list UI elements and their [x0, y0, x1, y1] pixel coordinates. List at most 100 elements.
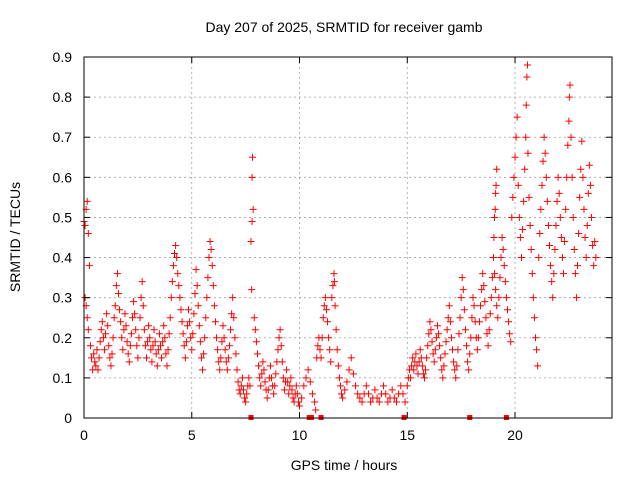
data-point [155, 330, 163, 338]
data-point [215, 358, 223, 366]
data-point [225, 342, 233, 350]
data-point [289, 394, 297, 402]
data-point [464, 358, 472, 366]
data-point [403, 382, 411, 390]
data-point [486, 310, 494, 318]
data-point [257, 382, 265, 390]
data-point [174, 270, 182, 278]
data-point [332, 326, 340, 334]
data-point [110, 314, 118, 322]
data-point [283, 366, 291, 374]
data-point [300, 382, 308, 390]
data-point [316, 346, 324, 354]
data-point [546, 242, 554, 250]
data-point [185, 306, 193, 314]
y-tick-label: 0.3 [53, 290, 73, 306]
data-point [424, 342, 432, 350]
data-point [256, 374, 264, 382]
data-point [480, 282, 488, 290]
data-point [296, 402, 304, 410]
y-tick-label: 0.2 [53, 330, 73, 346]
data-point [540, 133, 548, 141]
data-point [373, 394, 381, 402]
data-point [539, 157, 547, 165]
data-point [575, 229, 583, 237]
data-point [570, 246, 578, 254]
data-point [249, 153, 257, 161]
data-point [92, 362, 100, 370]
data-point [167, 294, 175, 302]
data-point [367, 398, 375, 406]
data-point [138, 278, 146, 286]
data-point [514, 181, 522, 189]
data-point [577, 165, 585, 173]
data-point [251, 326, 259, 334]
data-point [302, 374, 310, 382]
chart-title: Day 207 of 2025, SRMTID for receiver gam… [205, 19, 482, 35]
data-point [141, 342, 149, 350]
data-point [492, 189, 500, 197]
data-point [190, 310, 198, 318]
data-point [558, 254, 566, 262]
data-point [83, 197, 91, 205]
data-point [193, 282, 201, 290]
data-point [338, 390, 346, 398]
data-point [528, 270, 536, 278]
data-point [330, 278, 338, 286]
y-tick-label: 0 [64, 410, 72, 426]
data-point [259, 358, 267, 366]
data-point [314, 342, 322, 350]
data-point [569, 213, 577, 221]
y-tick-label: 0.1 [53, 370, 73, 386]
data-point [288, 386, 296, 394]
data-point [552, 221, 560, 229]
data-point [431, 346, 439, 354]
data-point [162, 350, 170, 358]
data-point [455, 330, 463, 338]
data-point [238, 374, 246, 382]
data-point [91, 358, 99, 366]
data-point [485, 326, 493, 334]
data-point [481, 298, 489, 306]
data-point [412, 350, 420, 358]
data-point [294, 398, 302, 406]
data-point [498, 234, 506, 241]
data-point [502, 294, 510, 302]
data-point [181, 354, 189, 362]
data-point [375, 398, 383, 406]
data-point [463, 342, 471, 350]
data-point [568, 173, 576, 181]
data-point [114, 290, 122, 298]
data-point [285, 390, 293, 398]
data-point [530, 314, 538, 322]
data-point [425, 330, 433, 338]
data-point [166, 314, 174, 322]
data-point [266, 362, 274, 370]
data-point [197, 354, 205, 362]
data-point [222, 358, 230, 366]
data-point [95, 354, 103, 362]
data-point [500, 262, 508, 270]
data-point [410, 366, 418, 374]
data-point [409, 354, 417, 362]
data-point [292, 382, 300, 390]
data-point [160, 322, 168, 330]
data-point [524, 149, 532, 157]
data-point [83, 314, 91, 322]
data-point [496, 274, 504, 282]
data-point [555, 189, 563, 197]
data-point [521, 165, 529, 173]
data-point [249, 205, 257, 213]
data-point [330, 270, 338, 278]
data-point [258, 370, 266, 378]
x-axis-ticks: 0 5 10 15 20 [80, 57, 523, 443]
data-point [139, 302, 147, 310]
data-point [241, 394, 249, 402]
data-point [199, 366, 207, 374]
data-point [491, 213, 499, 221]
data-point [206, 238, 214, 246]
data-point [207, 246, 215, 254]
data-point [237, 382, 245, 390]
data-point [318, 334, 326, 342]
data-point [461, 326, 469, 334]
